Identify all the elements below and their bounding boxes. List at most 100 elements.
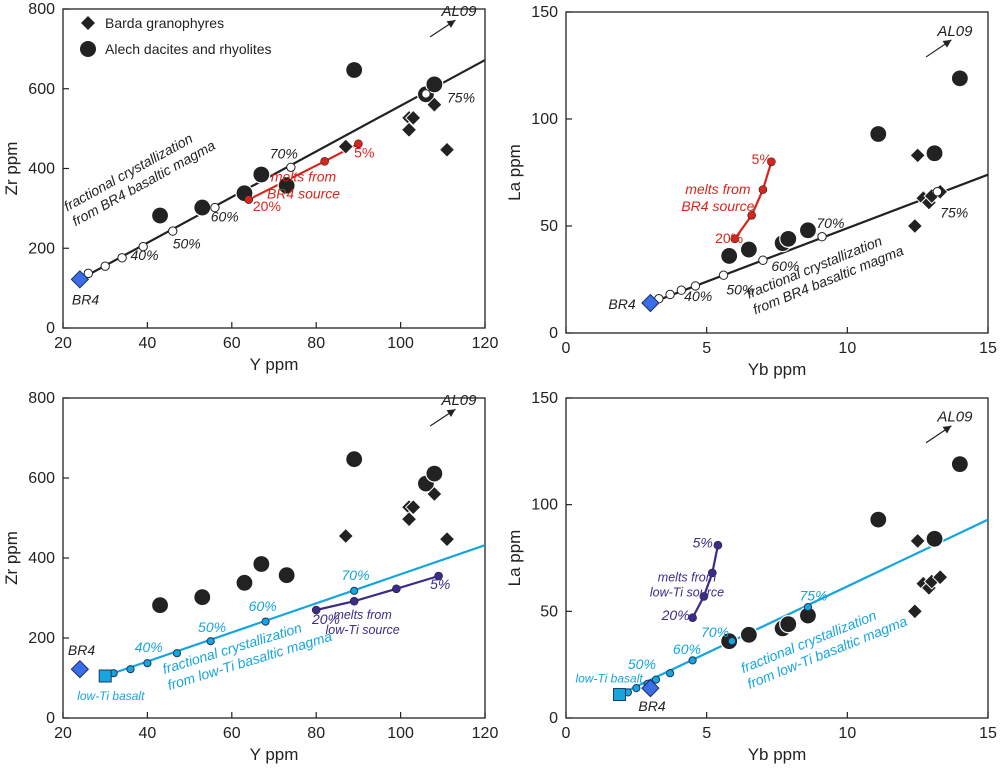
y-tick-label: 0: [46, 710, 55, 727]
x-tick-label: 80: [307, 335, 325, 352]
data-point-circle: [277, 176, 296, 195]
data-point-diamond: [405, 498, 422, 516]
plot-frame: [62, 397, 486, 719]
melt-note-line: melts from: [333, 608, 391, 622]
fc-step-point: [676, 285, 687, 295]
data-point-circle: [345, 450, 364, 469]
fc-percent-label: 60%: [771, 258, 799, 274]
fc-step-point: [803, 602, 813, 612]
al09-label: AL09: [936, 409, 973, 426]
data-point-diamond: [405, 109, 422, 127]
fc-step-point: [100, 261, 110, 271]
fc-percent-label: 40%: [684, 288, 712, 304]
melt-point: [349, 596, 359, 606]
data-point-circle: [869, 124, 888, 144]
legend-diamond-icon: [81, 16, 95, 30]
fc-percent-label: 60%: [673, 641, 701, 657]
fc-step-point: [210, 202, 220, 213]
br4-marker: [70, 270, 90, 289]
y-tick-label: 150: [531, 390, 558, 407]
legend-label: Barda granophyres: [105, 15, 224, 31]
fc-percent-label: 70%: [342, 567, 370, 583]
data-point-circle: [252, 554, 271, 574]
fc-step-point: [83, 268, 94, 279]
data-point-circle: [345, 60, 364, 80]
x-tick-label: 40: [139, 335, 157, 352]
fc-step-point: [688, 656, 697, 665]
data-point-circle: [193, 588, 212, 607]
y-tick-label: 150: [531, 4, 558, 21]
melt-point: [767, 157, 776, 167]
data-point-circle: [869, 510, 888, 529]
fc-percent-label: 50%: [173, 235, 201, 251]
x-tick-label: 10: [838, 725, 856, 742]
legend: Barda granophyres Alech dacites and rhyol…: [80, 15, 272, 57]
data-point-circle: [150, 596, 170, 615]
melt-percent-label: 20%: [311, 611, 340, 627]
melt-point: [699, 592, 709, 601]
data-point-diamond: [438, 530, 456, 548]
y-tick-label: 50: [540, 218, 558, 235]
x-tick-label: 80: [307, 725, 325, 742]
data-point-circle: [779, 229, 798, 248]
br4-marker: [641, 678, 660, 698]
x-tick-label: 0: [562, 725, 571, 742]
x-axis-title: Y ppm: [250, 745, 299, 764]
data-point-diamond: [337, 527, 354, 545]
y-tick-label: 50: [540, 603, 558, 620]
data-point-diamond: [906, 603, 924, 620]
al09-label: AL09: [440, 3, 477, 20]
y-tick-label: 0: [549, 710, 558, 727]
data-point-diamond: [438, 141, 456, 158]
fc-percent-label: 75%: [447, 90, 475, 106]
y-tick-label: 0: [46, 320, 55, 337]
x-tick-label: 120: [472, 725, 499, 742]
al09-label: AL09: [440, 392, 477, 409]
x-tick-label: 60: [223, 335, 241, 352]
fc-step-point: [168, 226, 178, 236]
fc-step-point: [665, 289, 675, 300]
x-tick-label: 20: [54, 725, 72, 742]
plot-area: [70, 450, 485, 683]
y-tick-label: 400: [28, 550, 55, 567]
plot-frame: [565, 397, 989, 719]
fc-step-point: [143, 659, 152, 668]
low-ti-basalt-marker: [98, 669, 112, 683]
fc-percent-label: 50%: [198, 619, 226, 635]
fc-step-point: [350, 586, 359, 595]
fc-percent-label: 75%: [940, 204, 968, 220]
plot-area: [612, 455, 988, 702]
data-point-diamond: [909, 147, 926, 164]
melt-percent-label: 20%: [661, 607, 690, 623]
data-point-circle: [739, 240, 758, 259]
melt-note-line: low-Ti source: [326, 623, 400, 637]
fc-step-point: [632, 684, 641, 693]
x-tick-label: 120: [472, 335, 499, 352]
br4-label: BR4: [68, 642, 95, 658]
melt-point: [320, 157, 329, 166]
fc-percent-label: 60%: [211, 209, 239, 225]
fc-percent-label: 70%: [701, 624, 729, 640]
fc-step-point: [932, 187, 943, 197]
fc-step-point: [421, 89, 431, 99]
br4-marker: [641, 293, 660, 313]
melt-note-line: melts from: [658, 570, 716, 584]
y-axis-title: Zr ppm: [2, 142, 21, 196]
fc-step-point: [727, 637, 737, 646]
y-tick-label: 100: [531, 111, 558, 128]
data-point-circle: [720, 246, 739, 266]
melt-point: [434, 571, 443, 581]
fc-percent-label: 50%: [628, 656, 656, 672]
melt-percent-label: 5%: [752, 151, 772, 167]
x-tick-label: 15: [979, 725, 997, 742]
plot-frame: [565, 11, 989, 334]
y-axis-title: La ppm: [505, 144, 524, 201]
data-point-circle: [779, 615, 798, 634]
data-point-circle: [252, 165, 271, 184]
legend-circle-icon: [80, 41, 96, 57]
y-tick-label: 0: [549, 325, 558, 342]
y-tick-label: 400: [28, 161, 55, 178]
low-ti-basalt-label: low-Ti basalt: [77, 689, 145, 703]
al09-arrow-head: [942, 39, 952, 48]
fc-percent-label: 40%: [135, 639, 163, 655]
